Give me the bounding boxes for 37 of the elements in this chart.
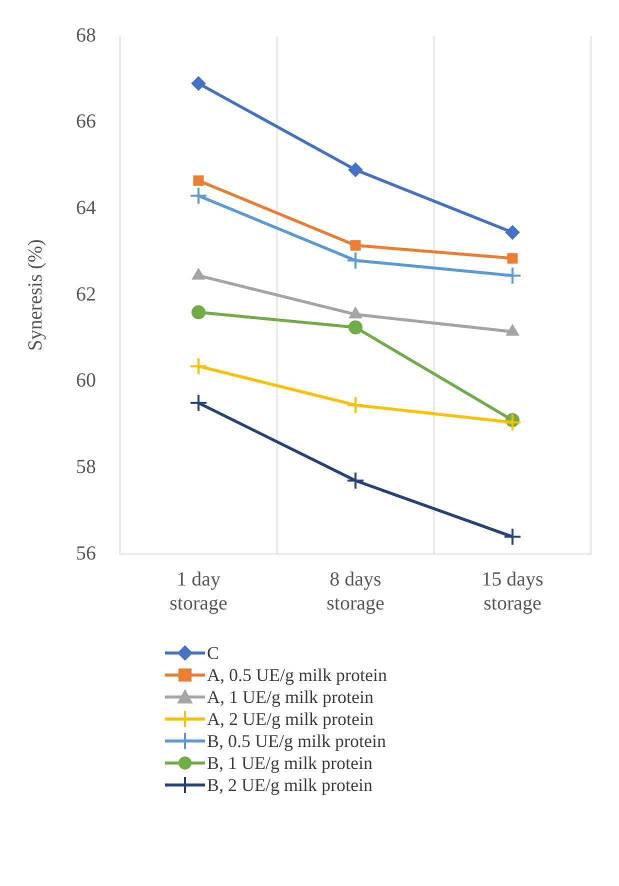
point — [504, 528, 522, 546]
point — [190, 186, 208, 205]
point — [348, 320, 362, 334]
x-tick-label: 1 day storage — [170, 568, 228, 614]
legend-label: B, 0.5 UE/g milk protein — [207, 730, 386, 752]
point — [192, 305, 206, 320]
point — [190, 394, 208, 412]
y-tick-label: 66 — [76, 110, 96, 133]
legend-label: B, 1 UE/g milk protein — [207, 752, 372, 774]
y-tick-label: 62 — [76, 283, 96, 306]
point — [348, 162, 362, 177]
legend-label: A, 1 UE/g milk protein — [207, 686, 374, 708]
y-tick-label: 64 — [76, 196, 96, 219]
point — [507, 253, 518, 264]
point — [193, 175, 204, 186]
point — [346, 251, 364, 270]
y-axis-title: Syneresis (%) — [24, 239, 46, 351]
y-tick-label: 58 — [76, 456, 96, 478]
point — [346, 396, 364, 414]
point — [192, 76, 206, 90]
point — [192, 268, 205, 280]
point — [350, 240, 361, 251]
point — [504, 413, 522, 432]
point — [506, 225, 520, 240]
y-tick-label: 60 — [76, 370, 96, 392]
legend-label: C — [207, 642, 220, 664]
legend-label: B, 2 UE/g milk protein — [207, 774, 372, 796]
y-tick-label: 56 — [76, 542, 96, 564]
legend-label: A, 2 UE/g milk protein — [207, 708, 374, 730]
point — [190, 357, 208, 376]
x-tick-label: 15 days storage — [482, 568, 544, 614]
y-tick-label: 68 — [76, 24, 96, 46]
point — [346, 472, 364, 490]
x-tick-label: 8 days storage — [326, 568, 384, 614]
point — [504, 266, 522, 285]
point — [506, 324, 519, 336]
legend-label: A, 0.5 UE/g milk protein — [207, 664, 387, 686]
